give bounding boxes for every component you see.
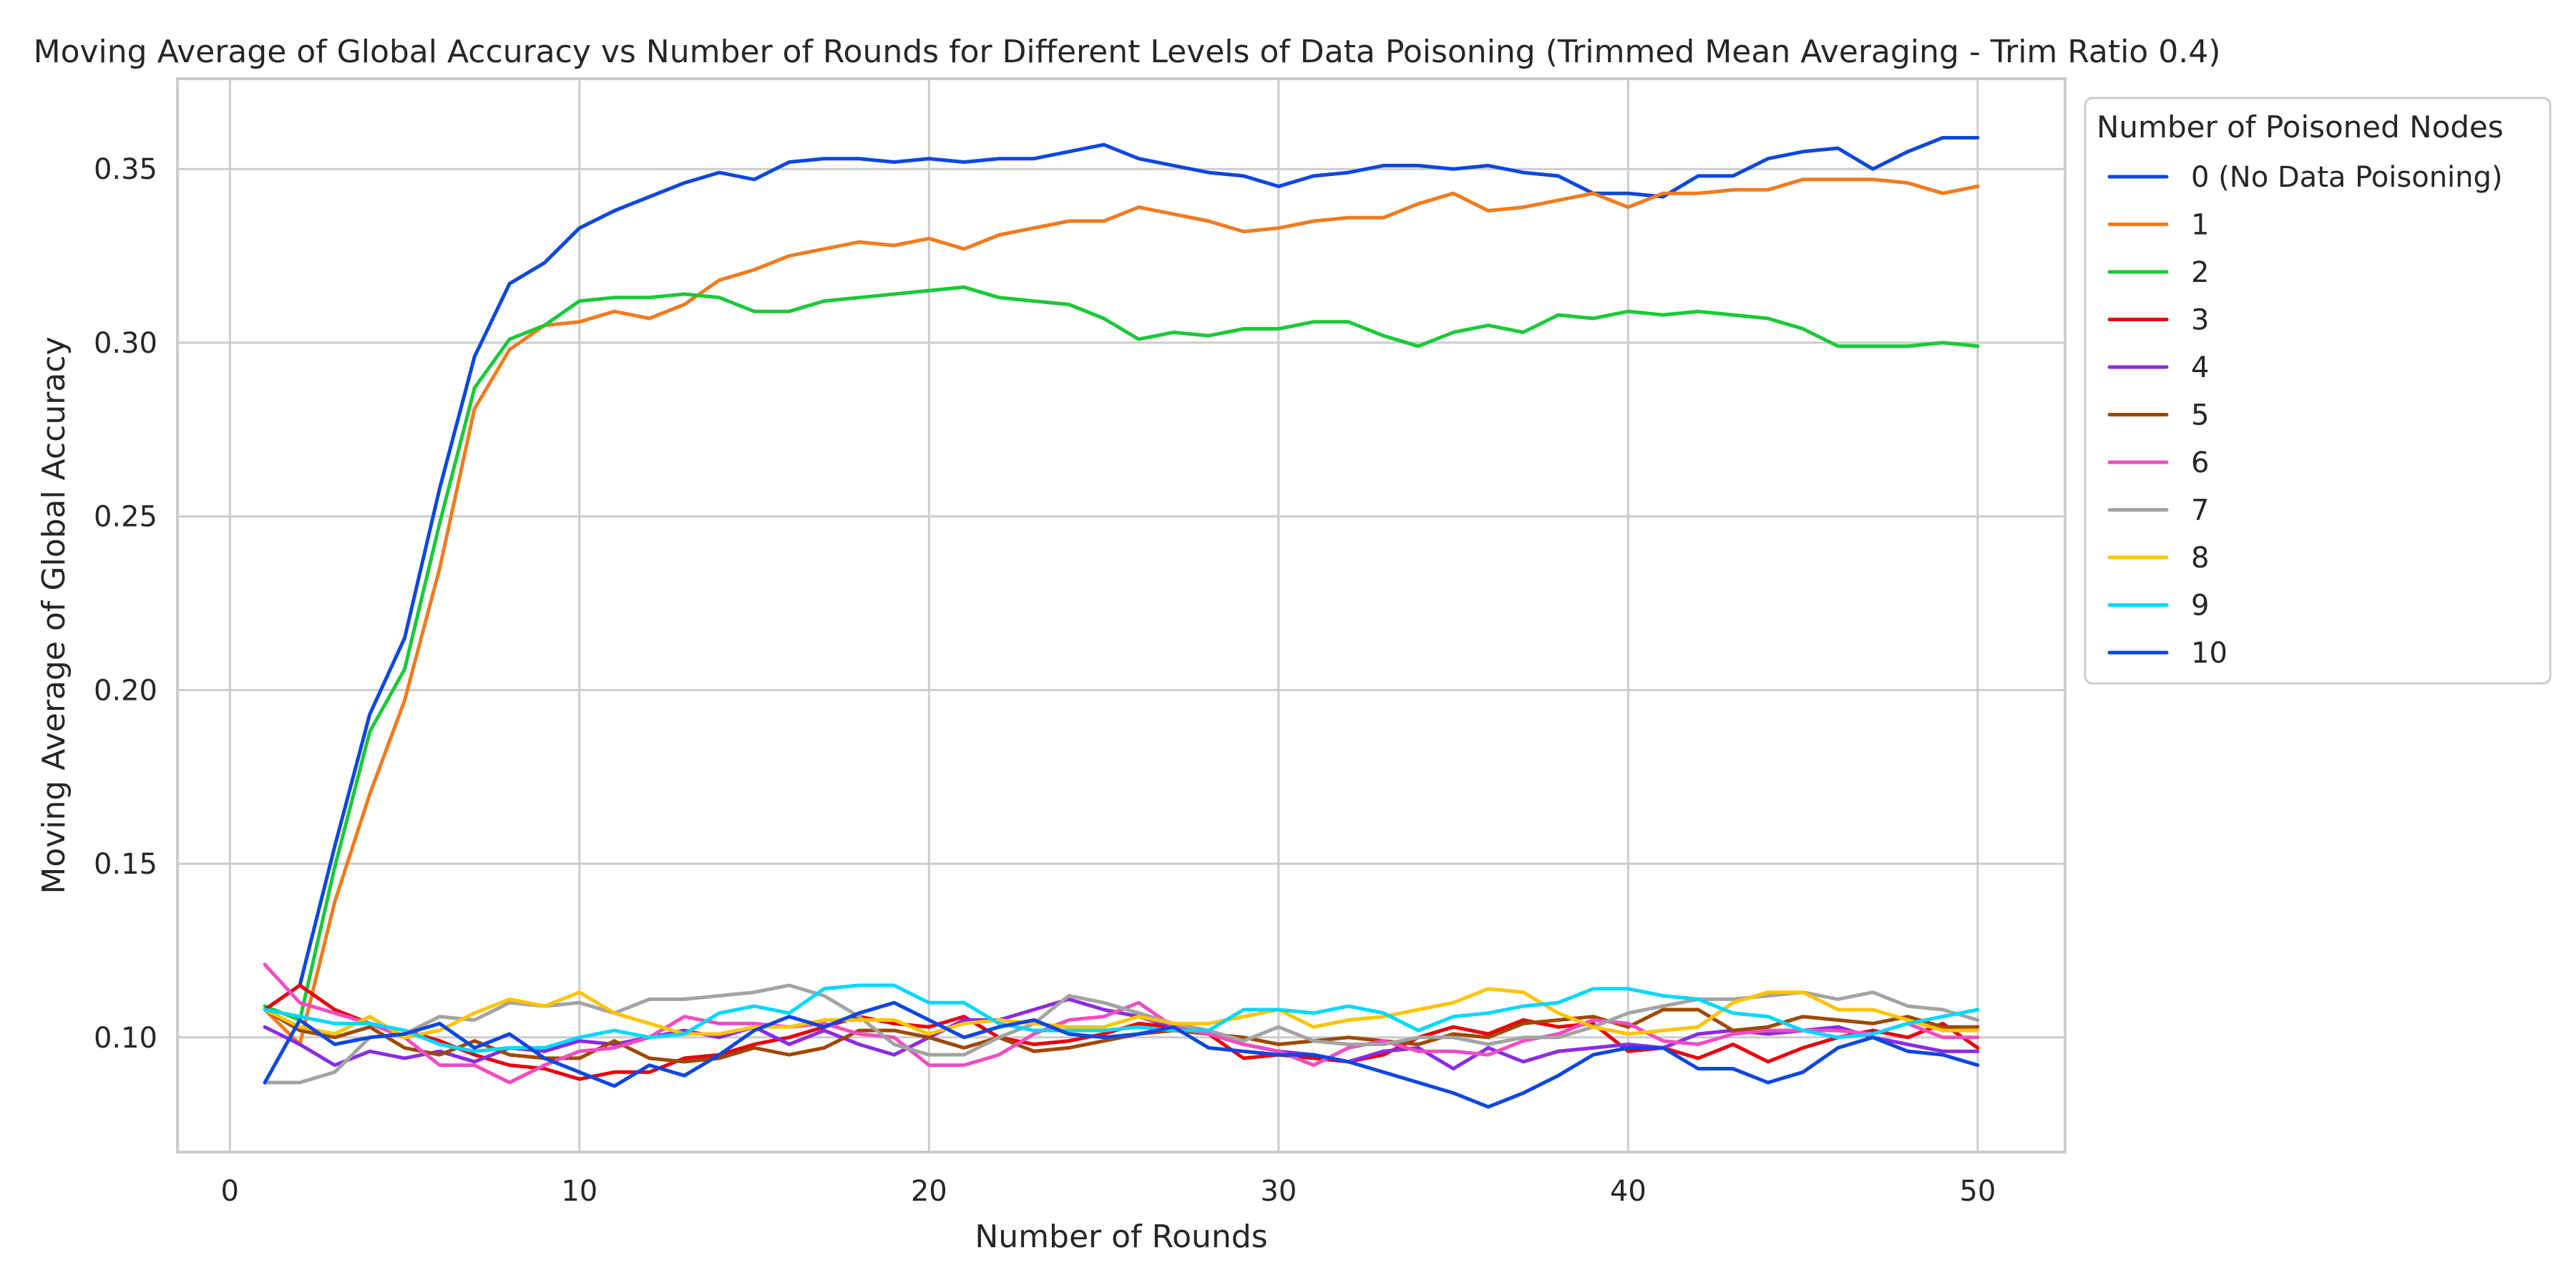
series-line-9 [263, 983, 1980, 1053]
y-axis-label: Moving Average of Global Accuracy [36, 336, 72, 894]
legend-box [2084, 97, 2552, 685]
legend-label: 6 [2191, 447, 2209, 479]
legend-item-8: 8 [2107, 542, 2209, 575]
legend-label: 0 (No Data Poisoning) [2191, 161, 2503, 194]
y-tick-label: 0.25 [94, 501, 157, 534]
legend-label: 9 [2191, 590, 2209, 623]
legend-item-10: 10 [2107, 637, 2228, 670]
series-line-2 [263, 285, 1980, 1022]
legend-item-3: 3 [2107, 304, 2209, 337]
x-tick-label: 30 [1260, 1175, 1297, 1208]
legend-item-6: 6 [2107, 447, 2209, 479]
plot-frame [176, 77, 2067, 1153]
y-tick-label: 0.10 [94, 1022, 157, 1055]
series-line-4 [263, 997, 1980, 1070]
x-tick-label: 20 [911, 1175, 947, 1208]
legend-label: 10 [2191, 637, 2228, 670]
x-tick-label: 50 [1959, 1175, 1996, 1208]
legend-label: 5 [2191, 399, 2209, 432]
series-line-8 [263, 987, 1980, 1040]
x-tick-labels: 0 10 20 30 40 50 [221, 1175, 1996, 1208]
series-line-0 [263, 136, 1980, 1012]
legend-item-7: 7 [2107, 494, 2209, 527]
legend-item-1: 1 [2107, 209, 2209, 242]
x-axis-label: Number of Rounds [975, 1219, 1267, 1255]
x-tick-label: 0 [221, 1175, 239, 1208]
legend-label: 8 [2191, 542, 2209, 575]
legend-item-2: 2 [2107, 256, 2209, 289]
y-tick-label: 0.30 [94, 327, 157, 360]
legend-label: 2 [2191, 256, 2209, 289]
x-tick-label: 40 [1610, 1175, 1646, 1208]
legend-title: Number of Poisoned Nodes [2097, 109, 2504, 145]
series-lines [263, 136, 1980, 1109]
legend: Number of Poisoned Nodes 0 (No Data Pois… [2084, 97, 2552, 685]
y-tick-label: 0.20 [94, 674, 157, 707]
legend-label: 3 [2191, 304, 2209, 337]
legend-entries: 0 (No Data Poisoning) 1 2 3 4 5 6 7 8 9 10 [2107, 161, 2503, 670]
series-line-10 [263, 1000, 1980, 1109]
x-tick-label: 10 [561, 1175, 597, 1208]
chart-title: Moving Average of Global Accuracy vs Num… [34, 34, 2221, 70]
series-line-1 [263, 177, 1980, 1046]
grid-lines [177, 79, 2065, 1152]
legend-label: 7 [2191, 494, 2209, 527]
legend-label: 1 [2191, 209, 2209, 242]
y-tick-labels: 0.10 0.15 0.20 0.25 0.30 0.35 [94, 153, 157, 1055]
legend-label: 4 [2191, 351, 2209, 384]
legend-item-0: 0 (No Data Poisoning) [2107, 161, 2503, 194]
legend-item-4: 4 [2107, 351, 2209, 384]
legend-item-5: 5 [2107, 399, 2209, 432]
legend-item-9: 9 [2107, 590, 2209, 623]
y-tick-label: 0.15 [94, 848, 157, 881]
y-tick-label: 0.35 [94, 153, 157, 186]
